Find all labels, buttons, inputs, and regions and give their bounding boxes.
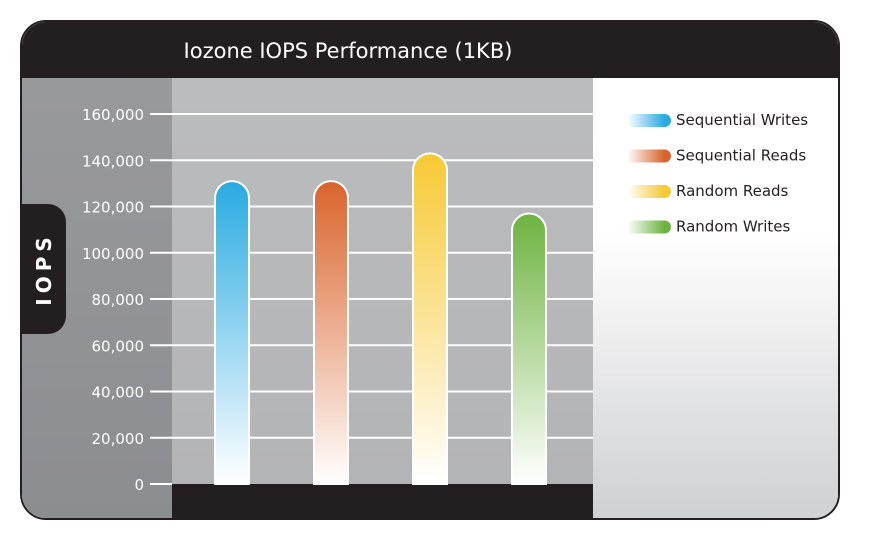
bar-sequential-reads (313, 180, 349, 485)
legend-label: Sequential Writes (676, 111, 808, 129)
bar-sequential-writes (214, 180, 250, 485)
y-tick-label: 100,000 (82, 245, 144, 263)
bar-random-writes (511, 212, 547, 485)
title-bar (22, 22, 838, 78)
y-tick-label: 120,000 (82, 199, 144, 217)
y-tick-label: 40,000 (92, 384, 145, 402)
chart-frame: Iozone IOPS Performance (1KB) IOPS 0 20,0… (20, 20, 840, 520)
legend-swatch (627, 149, 671, 163)
y-tick-label: 80,000 (92, 291, 145, 309)
legend-swatch (627, 114, 671, 127)
y-tick-label: 0 (134, 476, 144, 494)
legend-label: Random Writes (676, 218, 790, 236)
y-tick-label: 140,000 (82, 152, 144, 170)
y-tick-label: 20,000 (92, 430, 145, 448)
bar-random-reads (412, 152, 448, 485)
legend-swatch (627, 185, 671, 198)
y-axis-label-tab (22, 204, 66, 334)
legend-swatch (627, 220, 671, 234)
chart-canvas: Iozone IOPS Performance (1KB) IOPS 0 20,0… (22, 22, 838, 518)
y-axis-label: IOPS (32, 232, 56, 306)
y-tick-label: 160,000 (82, 106, 144, 124)
y-tick-label: 60,000 (92, 337, 145, 355)
legend-label: Random Reads (676, 182, 789, 200)
chart-title: Iozone IOPS Performance (1KB) (184, 39, 513, 63)
plot-baseline-strip (172, 484, 593, 518)
legend-label: Sequential Reads (676, 147, 806, 165)
